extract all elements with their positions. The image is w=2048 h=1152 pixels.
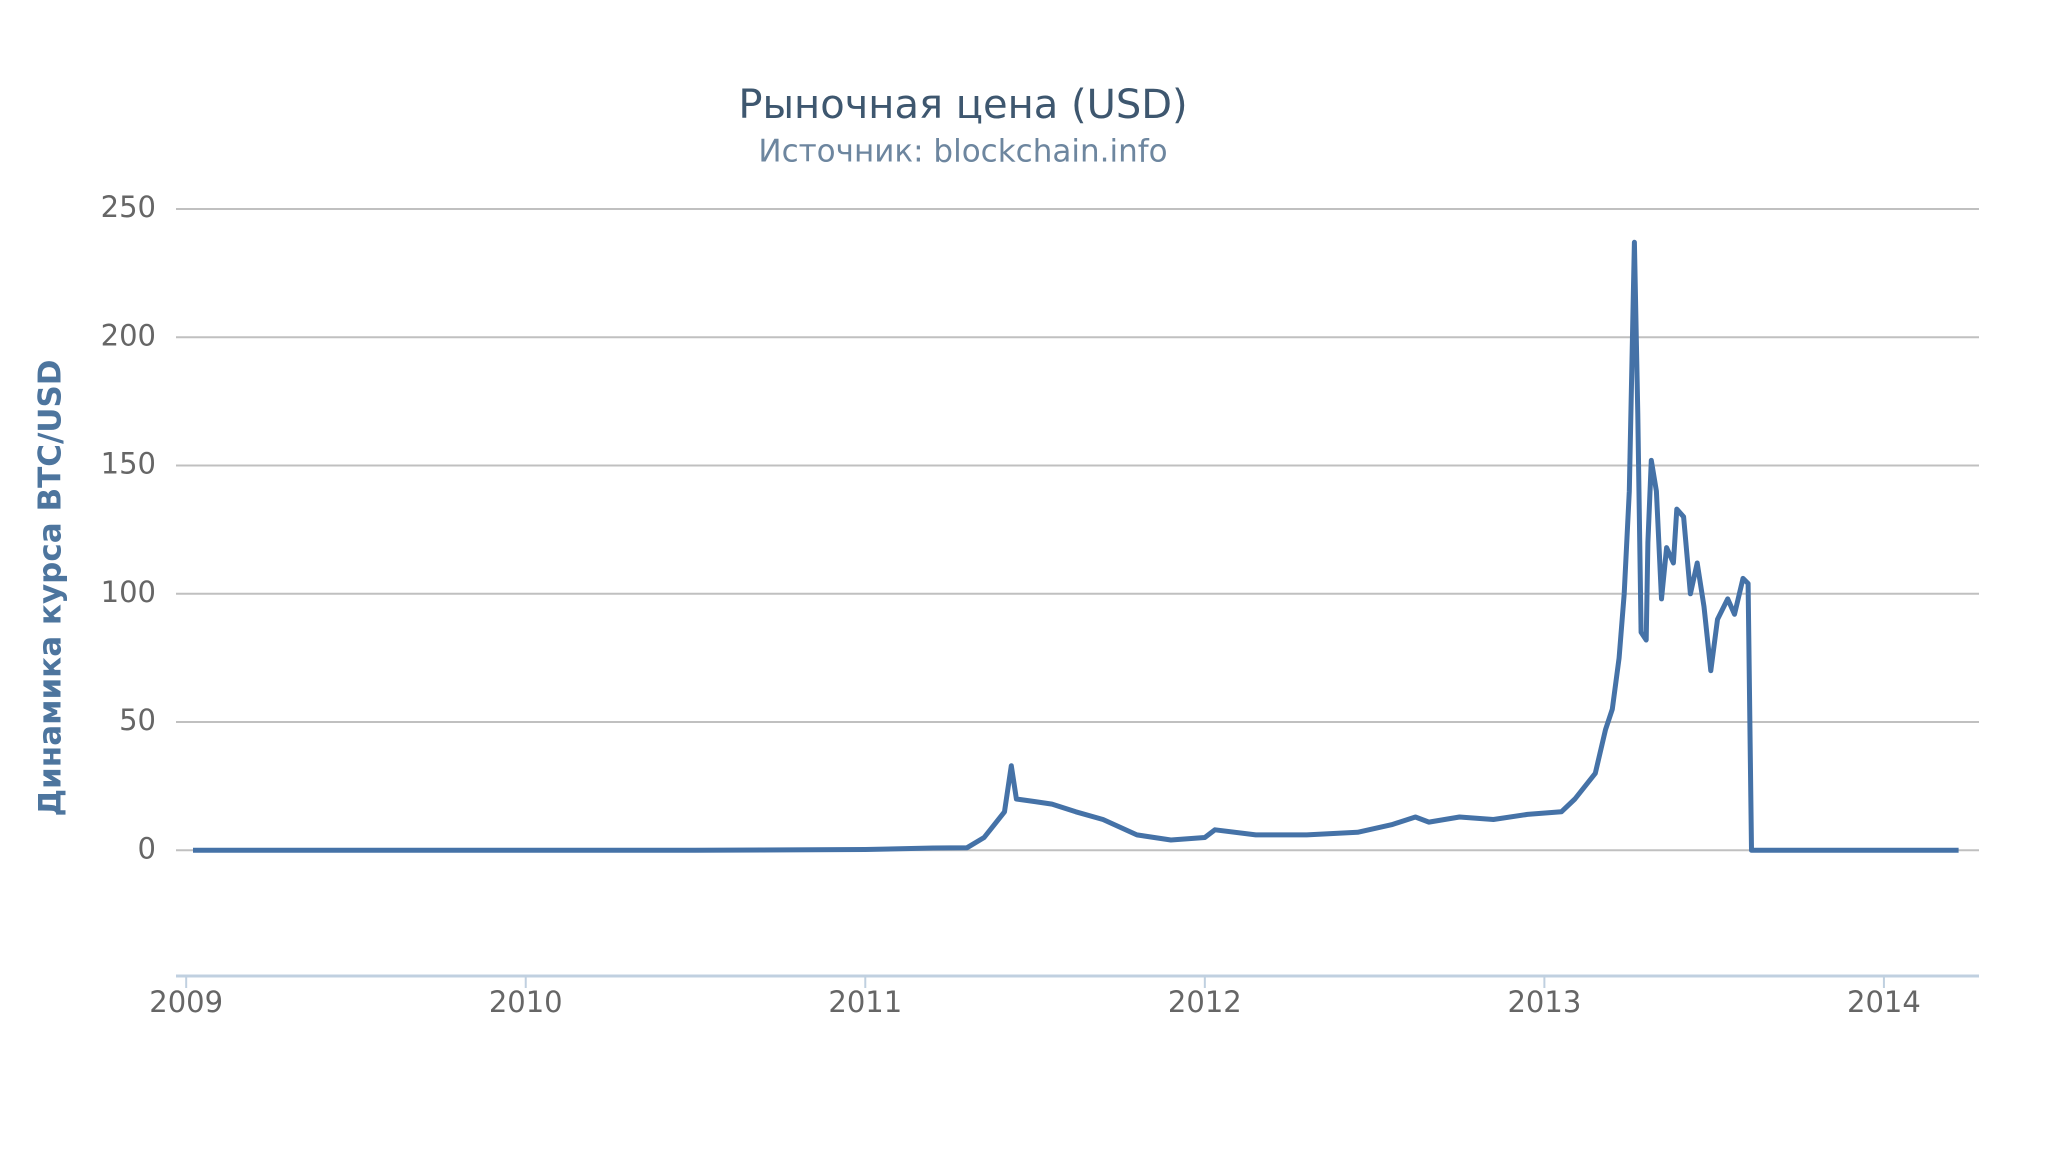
chart-subtitle: Источник: blockchain.info xyxy=(758,134,1167,170)
y-tick-label: 200 xyxy=(101,318,156,352)
x-tick-label: 2010 xyxy=(489,985,563,1019)
line-series xyxy=(193,239,1959,853)
chart-title: Рыночная цена (USD) xyxy=(738,82,1187,128)
y-axis-label: Динамика курса BTC/USD xyxy=(33,359,69,816)
y-tick-label: 50 xyxy=(119,703,156,737)
x-tick-label: 2013 xyxy=(1507,985,1581,1019)
y-tick-label: 0 xyxy=(138,831,156,865)
x-tick-label: 2014 xyxy=(1847,985,1921,1019)
y-tick-label: 150 xyxy=(101,447,156,481)
y-tick-label: 100 xyxy=(101,575,156,609)
x-tick-label: 2009 xyxy=(149,985,223,1019)
x-tick-label: 2012 xyxy=(1168,985,1242,1019)
y-tick-label: 250 xyxy=(101,190,156,224)
x-tick-label: 2011 xyxy=(828,985,902,1019)
